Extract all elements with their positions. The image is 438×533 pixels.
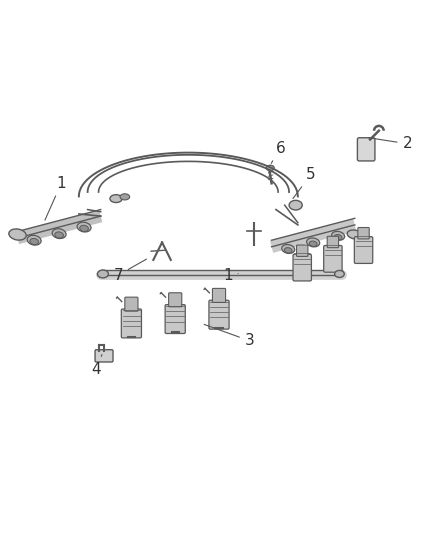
Ellipse shape	[266, 165, 274, 171]
Ellipse shape	[97, 270, 108, 278]
FancyBboxPatch shape	[293, 254, 311, 281]
Ellipse shape	[347, 230, 362, 239]
Ellipse shape	[334, 235, 342, 240]
FancyBboxPatch shape	[357, 138, 375, 161]
Ellipse shape	[332, 231, 345, 240]
FancyBboxPatch shape	[358, 228, 369, 239]
FancyBboxPatch shape	[327, 236, 339, 248]
Ellipse shape	[307, 238, 320, 247]
Text: 4: 4	[92, 354, 102, 377]
Text: 1: 1	[45, 176, 66, 220]
FancyBboxPatch shape	[95, 350, 113, 362]
Text: 2: 2	[368, 136, 412, 151]
FancyBboxPatch shape	[354, 237, 373, 263]
Text: 3: 3	[204, 325, 254, 349]
Ellipse shape	[27, 236, 41, 245]
Ellipse shape	[55, 232, 64, 238]
FancyBboxPatch shape	[297, 245, 308, 256]
FancyBboxPatch shape	[212, 288, 226, 302]
Ellipse shape	[282, 245, 295, 254]
Ellipse shape	[9, 229, 26, 240]
Ellipse shape	[77, 222, 91, 232]
Text: 5: 5	[293, 167, 316, 199]
FancyBboxPatch shape	[209, 300, 229, 329]
FancyBboxPatch shape	[125, 297, 138, 311]
Text: 7: 7	[113, 259, 146, 282]
Text: 1: 1	[223, 268, 238, 282]
FancyBboxPatch shape	[169, 293, 182, 307]
Ellipse shape	[30, 238, 39, 245]
Ellipse shape	[80, 225, 88, 231]
Ellipse shape	[289, 200, 302, 210]
FancyBboxPatch shape	[121, 309, 141, 338]
Ellipse shape	[335, 270, 344, 278]
FancyBboxPatch shape	[324, 246, 342, 272]
Ellipse shape	[120, 194, 130, 200]
Ellipse shape	[52, 229, 66, 239]
Ellipse shape	[309, 241, 317, 246]
FancyBboxPatch shape	[165, 304, 185, 334]
Text: 6: 6	[271, 141, 285, 164]
Ellipse shape	[284, 248, 292, 253]
Ellipse shape	[110, 195, 122, 203]
